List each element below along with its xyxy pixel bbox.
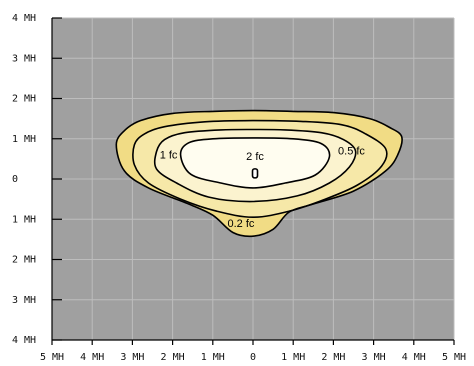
contour-line-1-fc: [153, 128, 357, 203]
contour-line-0-5-fc: [132, 119, 388, 219]
x-tick-label: 3 MH: [362, 352, 386, 363]
contour-label-2-fc: 2 fc: [246, 151, 264, 163]
x-tick-label: 2 MH: [321, 352, 345, 363]
contour-fill-2-fc: [180, 137, 330, 188]
y-tick-label: 2 MH: [12, 94, 36, 105]
peak-marker-group: [251, 168, 259, 179]
x-tick-label: 2 MH: [161, 352, 185, 363]
contour-line-0-2-fc: [115, 109, 403, 238]
y-tick-label: 1 MH: [12, 134, 36, 145]
y-tick-label: 3 MH: [12, 53, 36, 64]
y-tick-label: 0: [12, 174, 18, 185]
x-tick-label: 5 MH: [40, 352, 64, 363]
x-tick-label: 4 MH: [402, 352, 426, 363]
x-tick-label: 1 MH: [201, 352, 225, 363]
contour-lines: [115, 109, 403, 238]
contour-line-2-fc: [179, 137, 331, 189]
y-axis-ticks: 4 MH 3 MH 2 MH 1 MH 0 1 MH 2 MH 3 MH 4 MH: [12, 13, 62, 346]
y-tick-label: 2 MH: [12, 255, 36, 266]
y-tick-label: 1 MH: [12, 214, 36, 225]
contour-label-1-fc: 1 fc: [160, 150, 178, 162]
x-tick-label: 0: [250, 352, 256, 363]
x-tick-label: 4 MH: [80, 352, 104, 363]
contour-label-0-5-fc: 0.5 fc: [338, 146, 365, 158]
y-tick-label: 3 MH: [12, 295, 36, 306]
x-tick-label: 3 MH: [120, 352, 144, 363]
contour-labels: 0.2 fc 0.5 fc 1 fc 2 fc: [160, 146, 366, 230]
y-tick-label: 4 MH: [12, 335, 36, 346]
x-tick-label: 1 MH: [281, 352, 305, 363]
x-tick-label: 5 MH: [442, 352, 466, 363]
contour-label-0-2-fc: 0.2 fc: [227, 218, 254, 230]
y-tick-label: 4 MH: [12, 13, 36, 24]
peak-marker: [251, 168, 259, 179]
x-axis-ticks: 5 MH 4 MH 3 MH 2 MH 1 MH 0 1 MH 2 MH 3 MH 4 MH 5 M…: [40, 340, 466, 363]
